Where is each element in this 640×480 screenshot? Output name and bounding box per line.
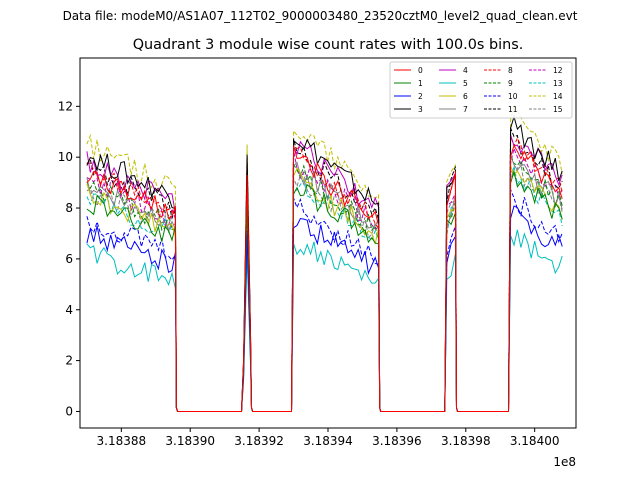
chart-title: Quadrant 3 module wise count rates with … (133, 37, 524, 53)
y-tick-label: 0 (65, 404, 73, 418)
series-line-11 (86, 127, 563, 412)
legend-label-0: 0 (418, 66, 423, 75)
y-tick-label: 4 (65, 303, 73, 317)
x-offset-text: 1e8 (553, 455, 576, 469)
series-layer (86, 103, 563, 412)
legend-box (389, 61, 573, 119)
series-line-12 (86, 146, 563, 412)
series-line-10 (86, 189, 563, 412)
legend-label-5: 5 (463, 79, 468, 88)
x-tick-label: 3.18388 (97, 434, 147, 448)
legend-label-13: 13 (553, 79, 563, 88)
y-axis: 0 2 4 6 8 10 12 (58, 99, 80, 418)
figure-suptitle: Data file: modeM0/AS1A07_112T02_90000034… (63, 9, 578, 23)
series-line-0 (86, 144, 563, 412)
series-line-6 (86, 165, 563, 412)
legend-label-1: 1 (418, 79, 423, 88)
plot-area (79, 57, 577, 429)
y-tick-label: 10 (58, 150, 73, 164)
legend-label-3: 3 (418, 105, 423, 114)
series-line-9 (86, 154, 563, 412)
legend-label-10: 10 (508, 92, 518, 101)
x-tick-label: 3.18396 (372, 434, 422, 448)
legend-label-11: 11 (508, 105, 518, 114)
x-tick-label: 3.18398 (441, 434, 491, 448)
series-line-4 (86, 134, 563, 412)
x-axis: 3.18388 3.18390 3.18392 3.18394 3.18396 3.183… (97, 428, 560, 448)
legend-label-7: 7 (463, 105, 468, 114)
legend-label-12: 12 (553, 66, 563, 75)
series-line-8 (86, 136, 563, 412)
y-tick-label: 8 (65, 201, 73, 215)
legend-label-2: 2 (418, 92, 423, 101)
legend-label-14: 14 (553, 92, 563, 101)
series-line-2 (86, 205, 563, 412)
legend-label-4: 4 (463, 66, 468, 75)
series-line-5 (86, 229, 563, 412)
legend-label-8: 8 (508, 66, 513, 75)
legend-label-15: 15 (553, 105, 563, 114)
y-tick-label: 12 (58, 99, 73, 113)
legend-label-9: 9 (508, 79, 513, 88)
x-tick-label: 3.18392 (234, 434, 284, 448)
x-tick-label: 3.18394 (303, 434, 353, 448)
x-tick-label: 3.18400 (510, 434, 560, 448)
legend-label-6: 6 (463, 92, 468, 101)
x-tick-label: 3.18390 (165, 434, 215, 448)
y-tick-label: 2 (65, 354, 73, 368)
series-line-1 (86, 169, 563, 412)
y-tick-label: 6 (65, 252, 73, 266)
